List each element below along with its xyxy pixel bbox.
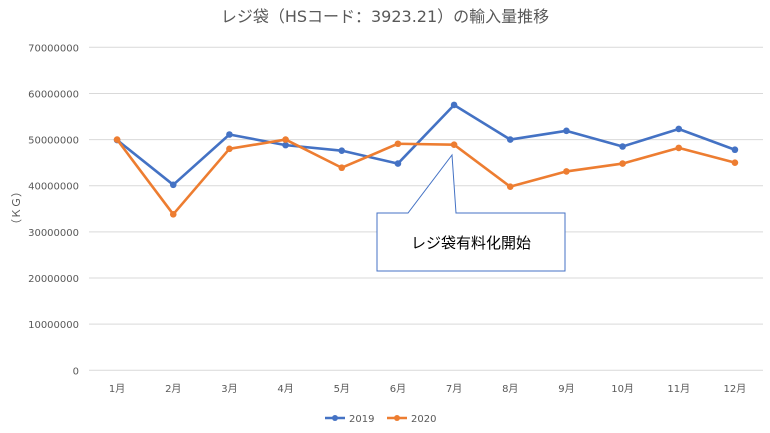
data-point (619, 160, 626, 167)
legend-label: 2020 (411, 414, 436, 425)
data-point (731, 146, 739, 154)
y-tick-label: 40000000 (28, 182, 79, 193)
y-axis-ticks: 0 10000000 20000000 30000000 40000000 5000000… (28, 43, 79, 377)
series-2019 (113, 101, 739, 189)
data-point (450, 101, 458, 109)
x-tick-label: 1月 (109, 383, 125, 395)
chart-title: レジ袋（HSコード：3923.21）の輸入量推移 (221, 7, 549, 26)
legend-label: 2019 (349, 414, 374, 425)
y-axis-label: （ＫＧ） (10, 186, 23, 230)
data-point (226, 131, 233, 138)
x-tick-label: 4月 (277, 383, 293, 395)
x-tick-label: 9月 (558, 383, 574, 395)
data-point (394, 140, 402, 148)
data-point (282, 136, 289, 143)
y-tick-label: 60000000 (28, 89, 79, 100)
data-point (506, 136, 514, 143)
callout-box (376, 153, 566, 272)
y-tick-label: 0 (73, 366, 79, 377)
data-point (619, 143, 626, 150)
data-point (169, 211, 177, 218)
x-tick-label: 7月 (446, 383, 462, 395)
legend: 2019 2020 (325, 414, 436, 425)
y-tick-label: 30000000 (28, 228, 79, 239)
series-line (116, 138, 736, 216)
y-tick-label: 20000000 (28, 274, 79, 285)
y-tick-label: 50000000 (28, 136, 79, 147)
x-tick-label: 2月 (165, 383, 181, 395)
data-point (113, 136, 121, 143)
x-tick-label: 10月 (611, 383, 634, 395)
x-tick-label: 6月 (390, 383, 406, 395)
data-point (450, 141, 458, 148)
data-point (226, 145, 233, 153)
legend-marker (332, 415, 338, 421)
data-point (282, 141, 289, 149)
annotation-callout: レジ袋有料化開始 (376, 153, 566, 272)
legend-marker (394, 415, 400, 421)
data-point (169, 181, 177, 189)
series-line (116, 103, 736, 187)
y-tick-label: 10000000 (28, 320, 79, 331)
data-point (338, 147, 346, 154)
x-tick-label: 11月 (667, 383, 690, 395)
data-point (338, 164, 346, 172)
callout-text: レジ袋有料化開始 (411, 234, 531, 252)
x-tick-label: 5月 (334, 383, 350, 395)
data-point (506, 183, 514, 190)
x-tick-label: 12月 (724, 383, 747, 395)
data-point (563, 127, 570, 135)
data-point (731, 159, 739, 166)
data-point (675, 125, 683, 133)
y-tick-label: 70000000 (28, 43, 79, 54)
x-axis-ticks: 1月 2月 3月 4月 5月 6月 7月 8月 9月 10月 11月 12月 (109, 383, 746, 395)
data-point (675, 144, 683, 152)
x-tick-label: 3月 (221, 383, 237, 395)
series-2020 (113, 136, 739, 218)
data-point (563, 168, 570, 175)
series-lines (113, 101, 739, 218)
gridlines (89, 46, 763, 371)
data-point (394, 160, 402, 167)
x-tick-label: 8月 (502, 383, 518, 395)
